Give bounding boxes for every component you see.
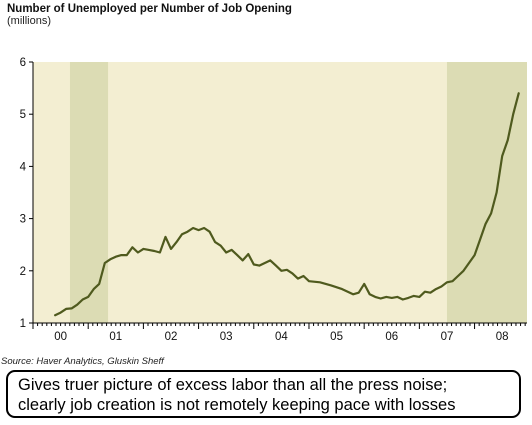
- x-tick-label-08: 08: [496, 331, 509, 343]
- chart-title: Number of Unemployed per Number of Job O…: [7, 3, 292, 15]
- x-tick-label-04: 04: [275, 331, 288, 343]
- x-tick-label-06: 06: [385, 331, 398, 343]
- x-tick-label-03: 03: [220, 331, 233, 343]
- plot-background: [33, 62, 527, 323]
- y-tick-label-3: 3: [20, 214, 26, 226]
- y-tick-label-1: 1: [20, 318, 26, 330]
- y-tick-label-5: 5: [20, 109, 26, 121]
- recession-shade-1: [446, 62, 527, 323]
- x-tick-label-01: 01: [109, 331, 122, 343]
- source-note: Source: Haver Analytics, Gluskin Sheff: [1, 356, 164, 367]
- x-tick-label-07: 07: [441, 331, 454, 343]
- x-tick-label-02: 02: [165, 331, 178, 343]
- recession-shade-0: [69, 62, 109, 323]
- line-chart: 1 2 3 4 5 6 00 01 02 03 04 05 06 07 08: [20, 57, 527, 343]
- series-line-0: [54, 92, 520, 317]
- commentary-line-1: Gives truer picture of excess labor than…: [18, 376, 448, 394]
- chart-subtitle: (millions): [7, 15, 51, 27]
- commentary-box: Gives truer picture of excess labor than…: [6, 370, 521, 418]
- x-tick-label-05: 05: [330, 331, 343, 343]
- y-tick-label-6: 6: [20, 57, 26, 69]
- commentary-line-2: clearly job creation is not remotely kee…: [18, 396, 456, 414]
- x-tick-label-00: 00: [54, 331, 67, 343]
- y-tick-label-2: 2: [20, 266, 26, 278]
- y-tick-label-4: 4: [20, 161, 27, 173]
